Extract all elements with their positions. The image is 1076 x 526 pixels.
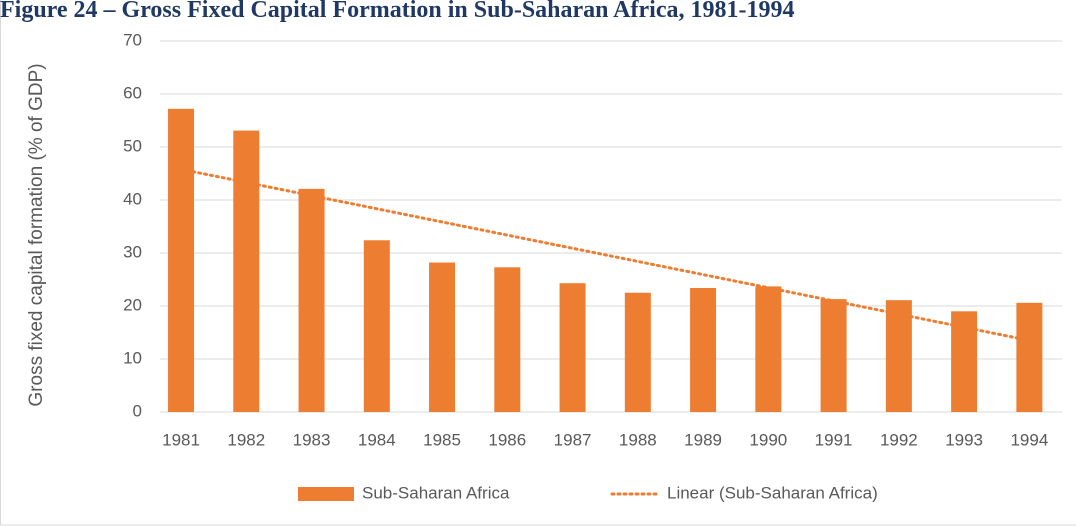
- x-tick-label: 1987: [554, 430, 592, 449]
- bar: [233, 130, 260, 412]
- y-tick-label: 50: [123, 136, 142, 155]
- y-tick-label: 40: [123, 189, 142, 208]
- y-tick-label: 30: [123, 242, 142, 261]
- bar: [363, 240, 390, 412]
- x-tick-label: 1982: [227, 430, 265, 449]
- x-tick-label: 1991: [815, 430, 853, 449]
- chart-title: Figure 24 – Gross Fixed Capital Formatio…: [0, 0, 794, 23]
- y-axis-label: Gross fixed capital formation (% of GDP): [26, 63, 47, 407]
- y-tick-label: 20: [123, 295, 142, 314]
- bar: [429, 262, 456, 412]
- x-tick-label: 1993: [945, 430, 983, 449]
- x-tick-label: 1989: [684, 430, 722, 449]
- bar: [820, 299, 847, 412]
- bar: [885, 300, 912, 412]
- bar: [494, 267, 521, 412]
- x-tick-label: 1994: [1010, 430, 1048, 449]
- bar: [298, 188, 325, 412]
- bar: [690, 287, 717, 412]
- x-tick-label: 1984: [358, 430, 396, 449]
- x-tick-label: 1992: [880, 430, 918, 449]
- y-tick-label: 0: [133, 401, 142, 420]
- bar: [624, 292, 651, 412]
- x-tick-label: 1986: [488, 430, 526, 449]
- y-tick-label: 10: [123, 348, 142, 367]
- x-tick-label: 1988: [619, 430, 657, 449]
- legend-swatch: [298, 487, 354, 501]
- bar: [168, 108, 195, 412]
- x-tick-label: 1983: [293, 430, 331, 449]
- bar: [755, 286, 782, 412]
- bar: [1016, 302, 1043, 412]
- trendline: [179, 167, 1031, 342]
- legend-label: Sub-Saharan Africa: [362, 483, 510, 502]
- bar: [559, 283, 586, 412]
- x-tick-label: 1985: [423, 430, 461, 449]
- x-tick-label: 1990: [749, 430, 787, 449]
- y-tick-label: 60: [123, 83, 142, 102]
- legend-label: Linear (Sub-Saharan Africa): [667, 483, 878, 502]
- x-tick-label: 1981: [162, 430, 200, 449]
- y-tick-label: 70: [123, 30, 142, 49]
